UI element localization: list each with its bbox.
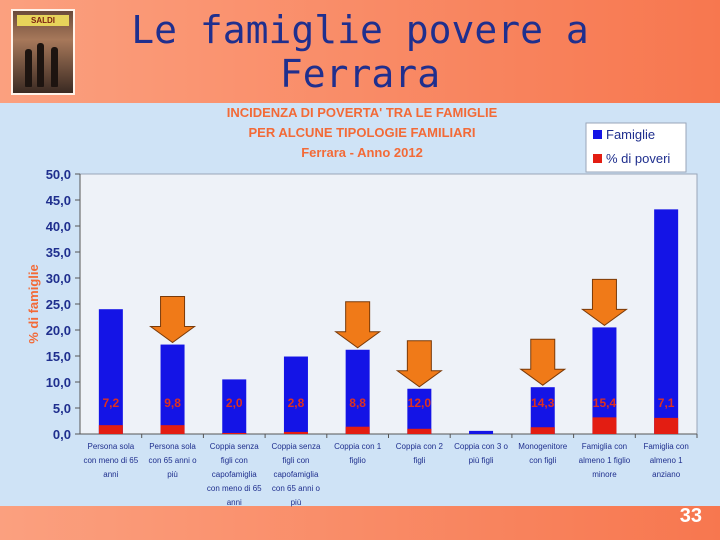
bar-famiglie [654,209,679,434]
header-band [0,0,720,103]
bar-poveri [592,417,617,434]
x-tick-label: con figli [529,456,556,465]
bar-poveri [283,431,308,434]
slide-title: Le famiglie povere a Ferrara [110,8,610,96]
y-tick-label: 30,0 [46,271,71,286]
x-tick-label: con 65 anni o [272,484,321,493]
x-tick-label: Persona sola [87,442,134,451]
x-tick-label: capofamiglia [273,470,318,479]
bar-famiglie [407,388,432,434]
x-tick-label: almeno 1 [650,456,683,465]
bar-poveri [98,425,123,434]
bar-poveri [222,432,247,434]
chart-title-line: PER ALCUNE TIPOLOGIE FAMILIARI [248,125,475,140]
data-label: 7,2 [103,396,120,410]
y-tick-label: 20,0 [46,323,71,338]
y-tick-label: 10,0 [46,375,71,390]
bar-famiglie [469,430,494,434]
data-label: 8,8 [349,396,366,410]
x-tick-label: Coppia con 1 [334,442,382,451]
y-tick-label: 0,0 [53,427,71,442]
x-tick-label: Famiglia con [643,442,688,451]
bar-famiglie [592,327,617,434]
x-tick-label: figli con [282,456,309,465]
arrow-down-icon [334,301,382,349]
legend-swatch-poveri [593,154,602,163]
x-tick-label: Coppia con 3 o [454,442,508,451]
x-tick-label: anni [227,498,242,507]
bar-poveri [407,428,432,434]
bar-famiglie [530,387,555,434]
bar-famiglie [283,356,308,434]
data-label: 7,1 [658,396,675,410]
bar-poveri [345,426,370,434]
x-tick-label: figli [413,456,425,465]
bar-famiglie [222,379,247,434]
arrow-down-icon [580,278,628,327]
y-tick-label: 40,0 [46,219,71,234]
y-tick-label: 35,0 [46,245,71,260]
chart-title-line: INCIDENZA DI POVERTA' TRA LE FAMIGLIE [227,105,498,120]
x-tick-label: anziano [652,470,681,479]
y-tick-label: 25,0 [46,297,71,312]
legend-label-famiglie: Famiglie [606,127,655,142]
x-tick-label: almeno 1 figlio [579,456,631,465]
legend-label-poveri: % di poveri [606,151,670,166]
data-label: 15,4 [593,396,617,410]
bar-poveri [160,425,185,434]
bar-poveri [530,427,555,434]
x-tick-label: Persona sola [149,442,196,451]
x-tick-label: Coppia senza [271,442,320,451]
footer-band [0,506,720,540]
arrow-down-icon [149,296,197,344]
x-tick-label: più [291,498,302,507]
y-tick-label: 50,0 [46,167,71,182]
x-tick-label: Famiglia con [582,442,627,451]
x-tick-label: Coppia con 2 [396,442,444,451]
bar-famiglie [160,344,185,434]
x-tick-label: più figli [469,456,494,465]
legend-box [585,122,687,173]
data-label: 14,3 [531,396,555,410]
bar-famiglie [98,309,123,434]
x-tick-label: con 65 anni o [149,456,198,465]
data-label: 12,0 [408,396,432,410]
photo-sign: SALDI [17,15,69,26]
y-tick-label: 45,0 [46,193,71,208]
header-photo: SALDI [11,9,75,95]
bar-poveri [654,417,679,434]
data-label: 2,0 [226,396,243,410]
arrow-down-icon [395,340,443,388]
x-tick-label: capofamiglia [212,470,257,479]
x-tick-label: Coppia senza [210,442,259,451]
chart-title-line: Ferrara - Anno 2012 [301,145,423,160]
x-tick-label: con meno di 65 [207,484,262,493]
title-line-1: Le famiglie povere a [131,8,589,52]
x-tick-label: anni [103,470,118,479]
data-label: 9,8 [164,396,181,410]
y-axis-label: % di famiglie [26,264,41,343]
bar-famiglie [345,349,370,434]
x-tick-label: figli con [221,456,248,465]
title-line-2: Ferrara [279,52,441,96]
arrow-down-icon [519,338,567,386]
page-number: 33 [679,505,702,527]
x-tick-label: con meno di 65 [83,456,138,465]
x-tick-label: Monogenitore [518,442,567,451]
y-tick-label: 5,0 [53,401,71,416]
data-label: 2,8 [288,396,305,410]
x-tick-label: figlio [349,456,366,465]
y-tick-label: 15,0 [46,349,71,364]
x-tick-label: più [167,470,178,479]
legend-swatch-famiglie [593,130,602,139]
x-tick-label: minore [592,470,617,479]
